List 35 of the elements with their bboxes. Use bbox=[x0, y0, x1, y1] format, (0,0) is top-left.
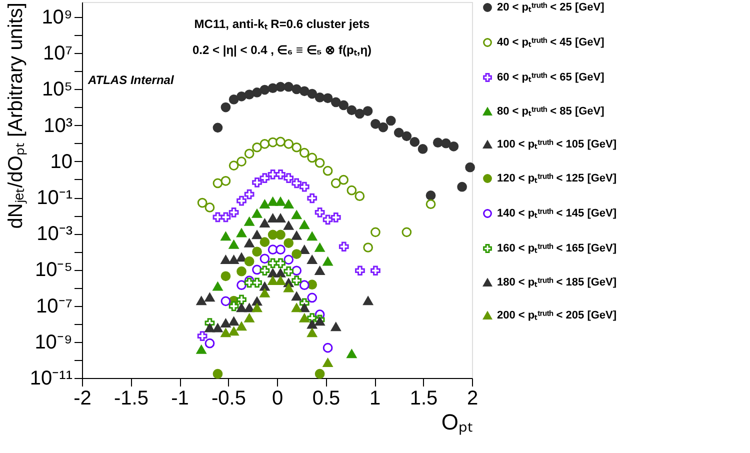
x-tick-label: -1 bbox=[171, 388, 189, 410]
y-tick-label: 10⁻⁷ bbox=[36, 295, 72, 318]
x-tick-label: 0 bbox=[272, 388, 284, 410]
annotation: 0.2 < |η| < 0.4 , ∈₆ ≡ ∈₅ ⊗ f(pₜ,η) bbox=[192, 43, 372, 57]
legend-label: 120 < pₜᵗʳᵘᵗʰ < 125 [GeV] bbox=[497, 172, 617, 184]
y-tick-label: 10⁹ bbox=[42, 6, 72, 29]
annotation: MC11, anti-kₜ R=0.6 cluster jets bbox=[194, 17, 370, 31]
y-tick-label: 10³ bbox=[44, 114, 73, 137]
y-tick-label: 10⁵ bbox=[42, 78, 72, 101]
legend-label: 140 < pₜᵗʳᵘᵗʰ < 145 [GeV] bbox=[497, 208, 617, 220]
legend-label: 60 < pₜᵗʳᵘᵗʰ < 65 [GeV] bbox=[497, 72, 605, 84]
x-tick-label: 0.5 bbox=[312, 388, 340, 410]
y-tick-label: 10⁻¹¹ bbox=[30, 368, 73, 390]
legend-label: 180 < pₜᵗʳᵘᵗʰ < 185 [GeV] bbox=[497, 276, 617, 288]
x-tick-label: 1.5 bbox=[410, 388, 438, 410]
y-tick-label: 10⁻⁵ bbox=[34, 259, 72, 282]
y-tick-label: 10⁻¹ bbox=[36, 187, 73, 210]
y-tick-label: 10 bbox=[50, 150, 72, 173]
x-tick-label: 2 bbox=[466, 388, 478, 410]
x-axis-title: Oₚₜ bbox=[441, 410, 472, 436]
y-tick-label: 10⁷ bbox=[43, 42, 72, 65]
y-tick-label: 10⁻³ bbox=[36, 223, 73, 246]
x-tick-label: -0.5 bbox=[212, 388, 246, 410]
x-tick-label: -1.5 bbox=[114, 388, 148, 410]
legend-label: 100 < pₜᵗʳᵘᵗʰ < 105 [GeV] bbox=[497, 138, 617, 150]
legend-label: 160 < pₜᵗʳᵘᵗʰ < 165 [GeV] bbox=[497, 242, 617, 254]
annotation: ATLAS Internal bbox=[87, 73, 174, 87]
legend-label: 80 < pₜᵗʳᵘᵗʰ < 85 [GeV] bbox=[497, 106, 605, 118]
legend-label: 20 < pₜᵗʳᵘᵗʰ < 25 [GeV] bbox=[497, 2, 605, 14]
legend-label: 200 < pₜᵗʳᵘᵗʰ < 205 [GeV] bbox=[497, 310, 617, 322]
legend-label: 40 < pₜᵗʳᵘᵗʰ < 45 [GeV] bbox=[497, 36, 605, 48]
x-tick-label: -2 bbox=[74, 388, 92, 410]
x-tick-label: 1 bbox=[369, 388, 381, 410]
y-tick-label: 10⁻⁹ bbox=[34, 331, 72, 354]
y-axis-title: dNⱼₑₜ/dOₚₜ [Arbitrary units] bbox=[4, 2, 27, 229]
